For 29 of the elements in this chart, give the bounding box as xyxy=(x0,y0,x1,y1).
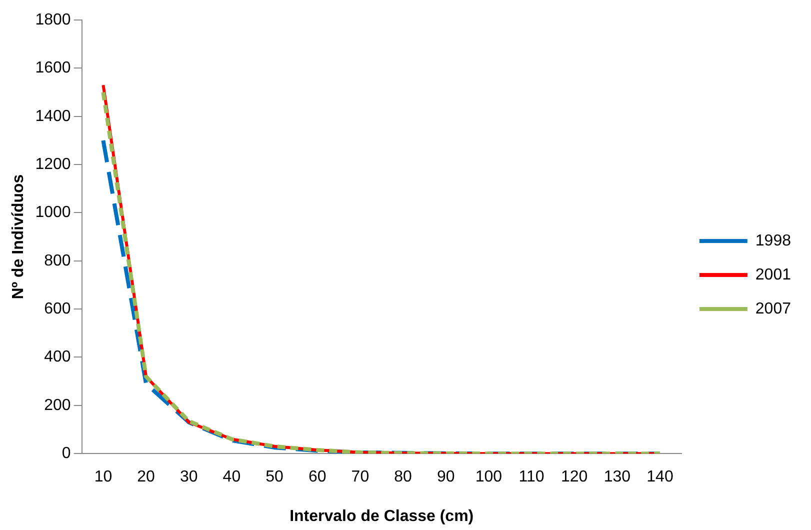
x-tick-label: 90 xyxy=(436,468,455,486)
y-axis-title: Nº de Indivíduos xyxy=(10,174,28,300)
x-tick-label: 120 xyxy=(560,468,588,486)
y-tick-label: 1600 xyxy=(35,60,71,77)
y-tick-label: 1200 xyxy=(35,156,71,173)
x-tick-label: 10 xyxy=(94,468,112,486)
x-tick-label: 30 xyxy=(180,468,198,486)
x-tick-label: 140 xyxy=(646,468,674,486)
y-tick-label: 800 xyxy=(44,252,71,270)
legend-label: 2001 xyxy=(755,266,792,284)
y-tick-label: 0 xyxy=(62,445,71,462)
legend-label: 1998 xyxy=(755,232,792,250)
x-tick-label: 70 xyxy=(351,468,370,486)
x-axis-title: Intervalo de Classe (cm) xyxy=(290,508,474,525)
y-tick-label: 400 xyxy=(44,348,71,366)
x-tick-label: 110 xyxy=(518,468,544,486)
x-tick-label: 20 xyxy=(137,468,156,486)
x-tick-label: 40 xyxy=(222,468,241,486)
y-tick-label: 1400 xyxy=(35,108,71,125)
y-tick-label: 600 xyxy=(44,300,71,318)
x-tick-label: 80 xyxy=(394,468,412,486)
x-tick-label: 100 xyxy=(475,468,502,486)
y-tick-label: 1000 xyxy=(35,204,71,222)
legend-label: 2007 xyxy=(755,300,792,318)
x-tick-label: 130 xyxy=(604,468,631,486)
y-tick-label: 1800 xyxy=(35,11,71,28)
x-tick-label: 60 xyxy=(308,468,326,486)
y-tick-label: 200 xyxy=(44,396,71,414)
x-tick-label: 50 xyxy=(266,468,284,486)
